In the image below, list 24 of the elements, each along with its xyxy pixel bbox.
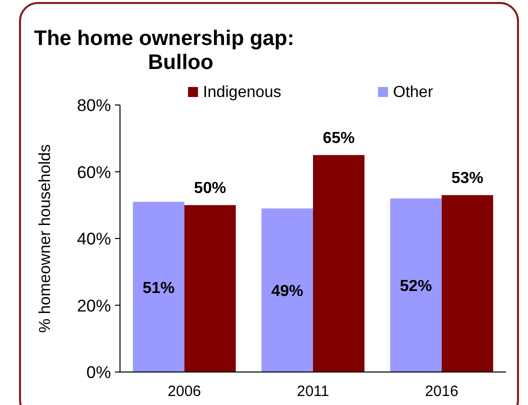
bar	[390, 198, 442, 372]
y-axis-title: % homeowner households	[37, 144, 54, 333]
data-label: 65%	[322, 130, 355, 148]
bar	[442, 195, 494, 372]
bar	[184, 205, 236, 372]
x-tick-label: 2016	[424, 383, 458, 400]
data-label: 50%	[194, 180, 226, 198]
bar	[132, 202, 184, 372]
data-label: 49%	[271, 283, 304, 300]
bar	[313, 155, 364, 372]
data-label: 51%	[142, 280, 175, 297]
y-tick-label: 20%	[76, 296, 111, 316]
legend-label: Indigenous	[203, 84, 282, 101]
data-label: 52%	[400, 278, 432, 296]
y-tick-label: 80%	[76, 96, 111, 115]
bar	[262, 208, 313, 372]
chart-title: The home ownership gap: Bulloo	[34, 27, 294, 74]
x-tick-label: 2011	[296, 383, 330, 400]
y-tick-label: 40%	[76, 230, 111, 248]
data-label: 53%	[451, 170, 484, 188]
y-tick-label: 60%	[76, 162, 111, 182]
y-tick-label: 0%	[86, 363, 111, 382]
legend-label: Other	[393, 84, 434, 101]
x-tick-label: 2006	[168, 383, 202, 400]
